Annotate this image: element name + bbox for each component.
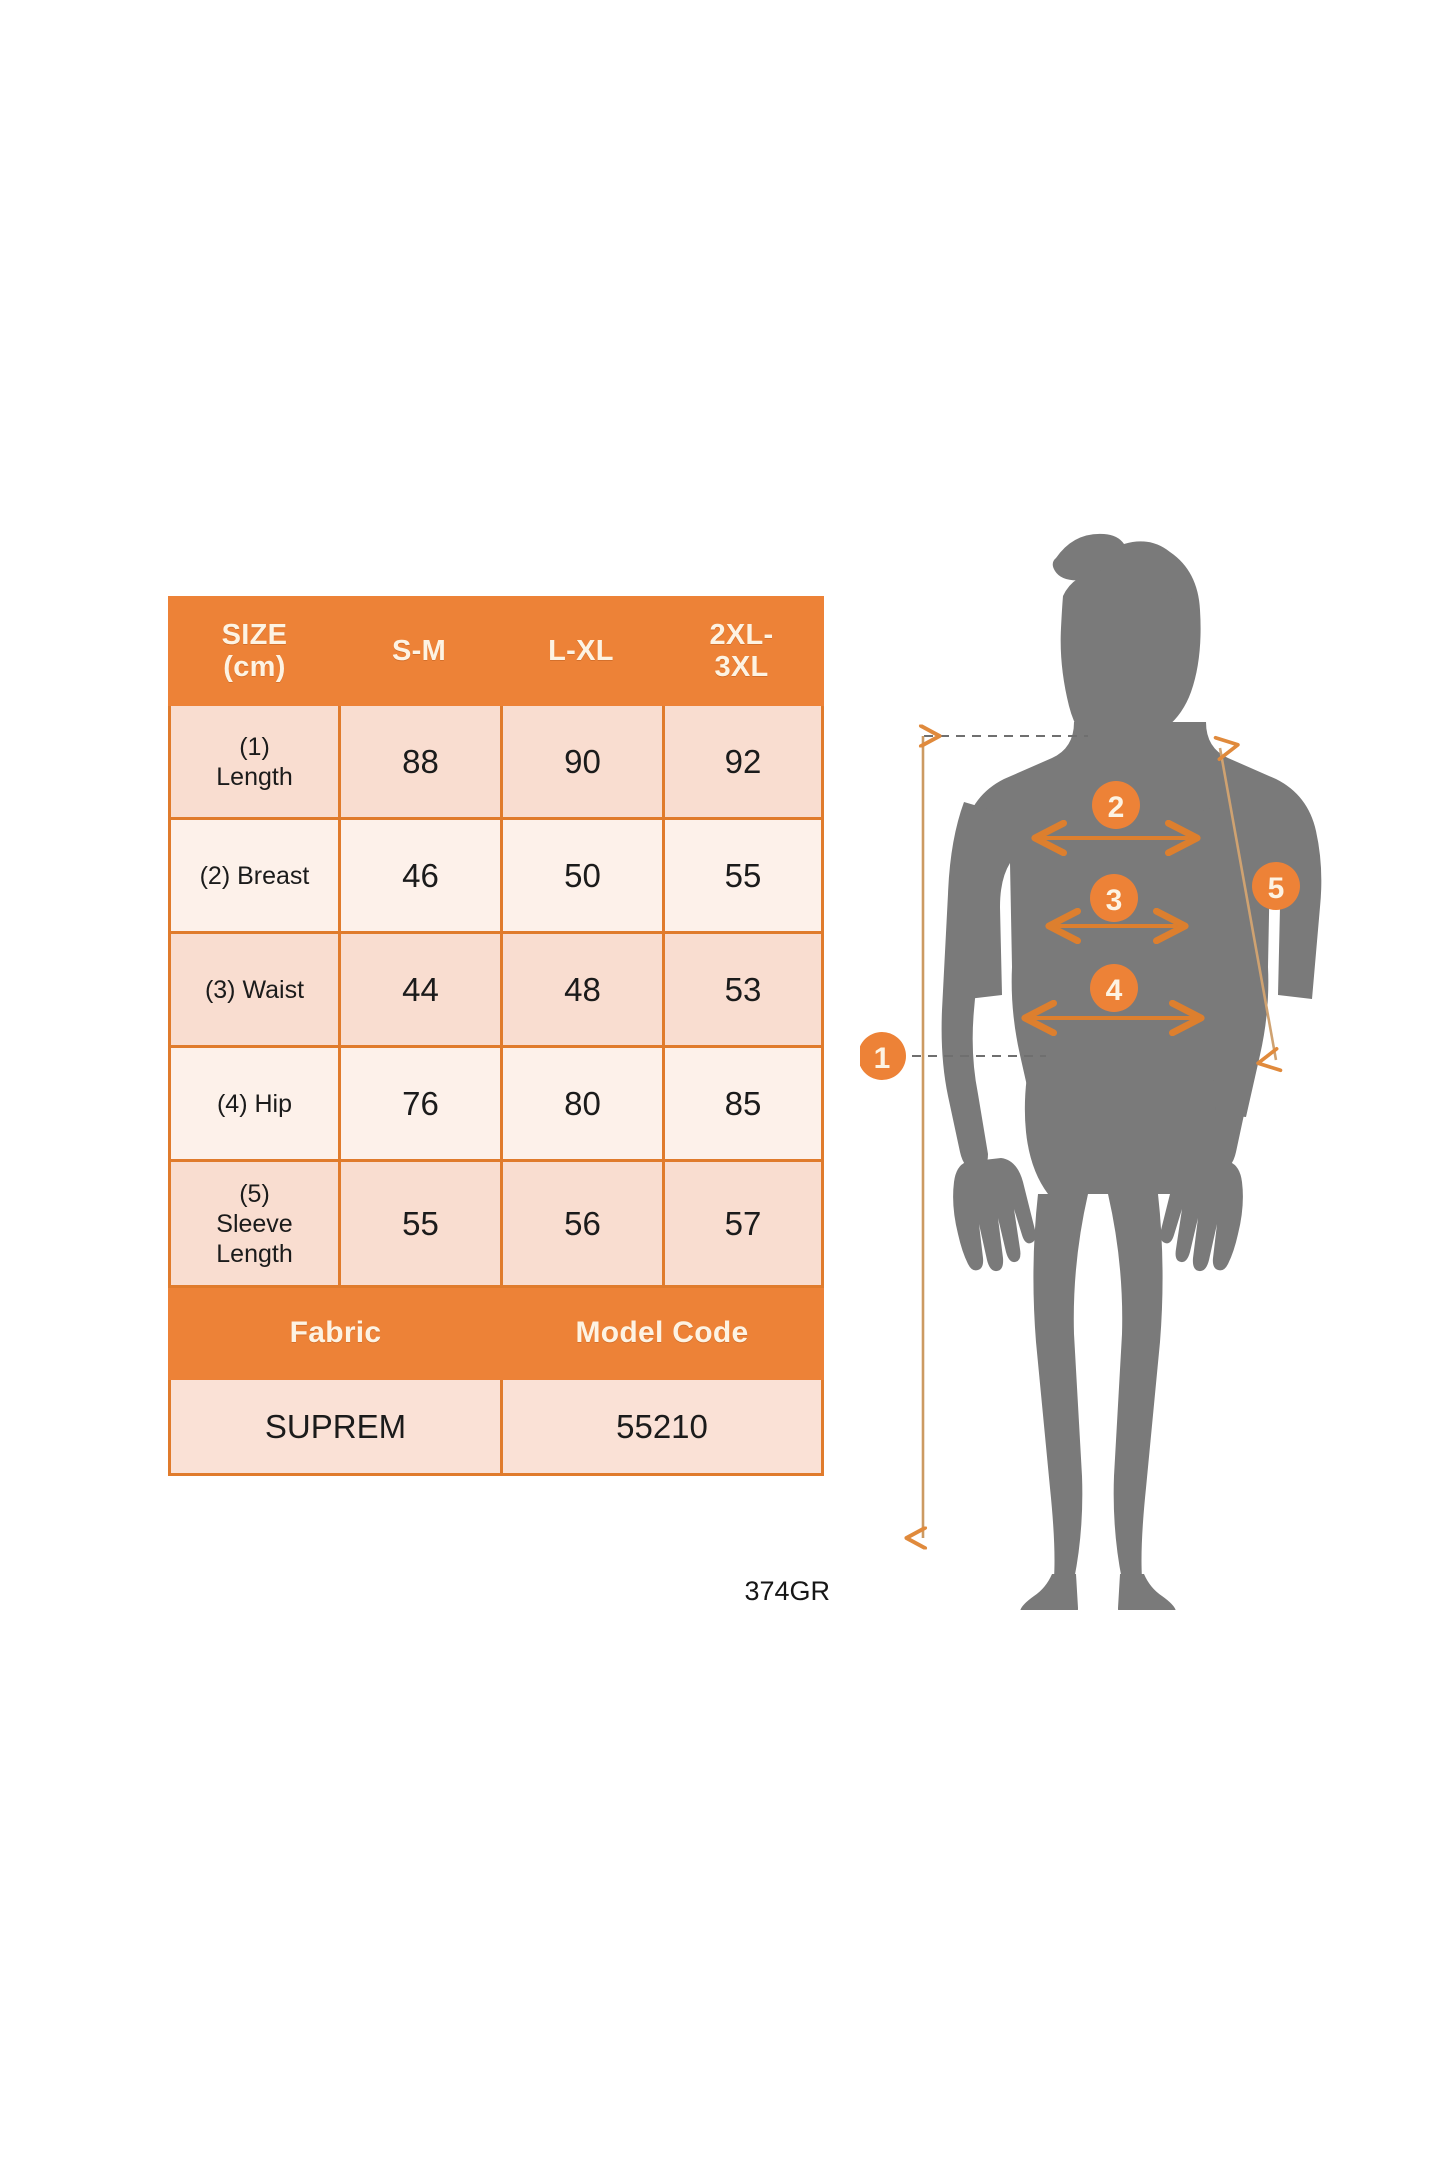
badge-4: 4 bbox=[1090, 964, 1138, 1012]
row-label-length: (1) Length bbox=[168, 706, 338, 820]
row-label-sleeve-line2: Sleeve bbox=[216, 1209, 293, 1238]
footer-header-model-code: Model Code bbox=[500, 1288, 824, 1380]
cell-waist-sm: 44 bbox=[338, 934, 500, 1048]
header-cell-lxl: L-XL bbox=[500, 596, 662, 706]
table-header-row: SIZE (cm) S-M L-XL 2XL- 3XL bbox=[168, 596, 824, 706]
table-footer-header-row: Fabric Model Code bbox=[168, 1288, 824, 1380]
cell-sleeve-2xl3xl: 57 bbox=[662, 1162, 824, 1288]
cell-breast-lxl: 50 bbox=[500, 820, 662, 934]
row-label-waist: (3) Waist bbox=[168, 934, 338, 1048]
table-row: (1) Length 88 90 92 bbox=[168, 706, 824, 820]
footer-header-fabric: Fabric bbox=[168, 1288, 500, 1380]
table-row: (2) Breast 46 50 55 bbox=[168, 820, 824, 934]
cell-sleeve-lxl: 56 bbox=[500, 1162, 662, 1288]
measure-line-sleeve bbox=[1213, 735, 1283, 1073]
badge-3-label: 3 bbox=[1106, 884, 1123, 917]
header-cell-size: SIZE (cm) bbox=[168, 596, 338, 706]
table-row: (3) Waist 44 48 53 bbox=[168, 934, 824, 1048]
cell-length-sm: 88 bbox=[338, 706, 500, 820]
row-label-length-line2: Length bbox=[216, 762, 293, 791]
body-silhouette-diagram: 1 2 3 4 5 bbox=[860, 533, 1322, 1610]
header-2xl-line1: 2XL- bbox=[709, 618, 774, 651]
size-chart-table: SIZE (cm) S-M L-XL 2XL- 3XL (1) Length 8… bbox=[168, 596, 824, 1476]
badge-3: 3 bbox=[1090, 874, 1138, 922]
measurement-figure: 1 2 3 4 5 bbox=[860, 500, 1380, 1610]
header-size-line1: SIZE bbox=[221, 618, 288, 651]
row-label-sleeve-line1: (5) bbox=[239, 1179, 270, 1208]
product-code-caption: 374GR bbox=[744, 1576, 830, 1606]
cell-length-2xl3xl: 92 bbox=[662, 706, 824, 820]
row-label-breast: (2) Breast bbox=[168, 820, 338, 934]
cell-hip-lxl: 80 bbox=[500, 1048, 662, 1162]
cell-breast-sm: 46 bbox=[338, 820, 500, 934]
badge-1-label: 1 bbox=[874, 1042, 891, 1075]
badge-5-label: 5 bbox=[1268, 872, 1285, 905]
female-body-silhouette-icon bbox=[941, 533, 1322, 1610]
badge-2: 2 bbox=[1092, 781, 1140, 829]
cell-hip-sm: 76 bbox=[338, 1048, 500, 1162]
row-label-sleeve-length: (5) Sleeve Length bbox=[168, 1162, 338, 1288]
header-2xl-line2: 3XL bbox=[714, 651, 769, 683]
table-row: (5) Sleeve Length 55 56 57 bbox=[168, 1162, 824, 1288]
header-size-line2: (cm) bbox=[223, 651, 286, 683]
table-footer-value-row: SUPREM 55210 bbox=[168, 1380, 824, 1476]
badge-5: 5 bbox=[1252, 862, 1300, 910]
cell-breast-2xl3xl: 55 bbox=[662, 820, 824, 934]
row-label-hip: (4) Hip bbox=[168, 1048, 338, 1162]
header-cell-2xl3xl: 2XL- 3XL bbox=[662, 596, 824, 706]
header-cell-sm: S-M bbox=[338, 596, 500, 706]
cell-length-lxl: 90 bbox=[500, 706, 662, 820]
badge-4-label: 4 bbox=[1106, 974, 1123, 1007]
cell-sleeve-sm: 55 bbox=[338, 1162, 500, 1288]
row-label-sleeve-line3: Length bbox=[216, 1239, 293, 1268]
table-row: (4) Hip 76 80 85 bbox=[168, 1048, 824, 1162]
cell-waist-2xl3xl: 53 bbox=[662, 934, 824, 1048]
cell-waist-lxl: 48 bbox=[500, 934, 662, 1048]
badge-2-label: 2 bbox=[1108, 791, 1125, 824]
badge-1: 1 bbox=[860, 1032, 906, 1080]
row-label-length-line1: (1) bbox=[239, 732, 270, 761]
cell-hip-2xl3xl: 85 bbox=[662, 1048, 824, 1162]
footer-value-fabric: SUPREM bbox=[168, 1380, 500, 1476]
footer-value-model-code: 55210 bbox=[500, 1380, 824, 1476]
